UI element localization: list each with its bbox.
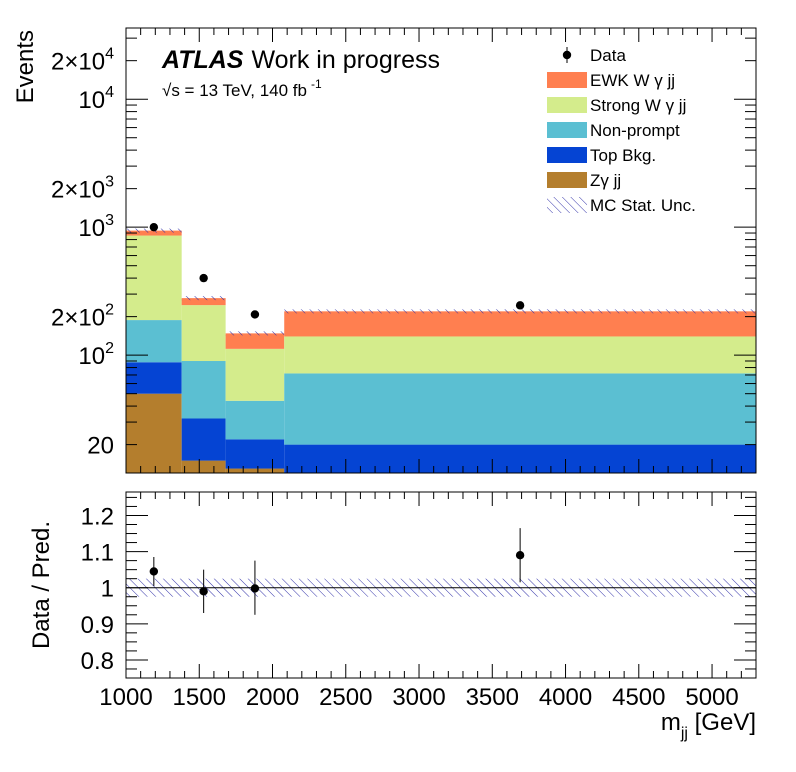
legend-entry-0: Data <box>562 46 626 65</box>
bar-ewk-bin-3 <box>284 311 756 337</box>
ratio-y-tick-labels: 0.8 0.9 1 1.1 1.2 <box>81 503 114 674</box>
x-tick-labels: 1000 1500 2000 2500 3000 3500 4000 4500 5000 <box>99 684 738 711</box>
ratio-points <box>149 528 525 615</box>
main-y-tick-label: 103 <box>78 212 114 242</box>
ratio-axis-ticks <box>125 492 757 679</box>
ratio-plot-frame <box>125 491 757 679</box>
legend-label: MC Stat. Unc. <box>590 196 696 215</box>
bar-strong-bin-2 <box>225 348 285 401</box>
bar-strong-bin-3 <box>284 336 756 374</box>
ratio-y-tick-label: 1.2 <box>81 503 114 530</box>
legend-label: EWK W γ jj <box>590 71 675 90</box>
x-tick-label: 4000 <box>539 684 592 711</box>
bar-top-bin-3 <box>284 444 756 473</box>
main-y-tick-label: 104 <box>78 84 114 114</box>
legend-swatch <box>547 172 587 188</box>
legend-swatch <box>547 147 587 163</box>
data-point-0 <box>149 222 159 232</box>
data-points <box>149 222 525 319</box>
legend-entry-6: MC Stat. Unc. <box>547 196 696 215</box>
stacked-histogram <box>126 228 756 473</box>
main-y-tick-labels: 20 102 2×102 103 2×103 104 2×104 <box>51 46 114 460</box>
legend-label: Zγ jj <box>590 171 621 190</box>
legend-label: Top Bkg. <box>590 146 656 165</box>
x-tick-label: 3500 <box>466 684 519 711</box>
legend-swatch <box>547 97 587 113</box>
legend-entry-1: EWK W γ jj <box>547 71 675 90</box>
ratio-y-tick-label: 0.8 <box>81 648 114 675</box>
bar-nonprompt-bin-2 <box>225 400 285 440</box>
x-axis-label-subscript: jj <box>680 725 688 742</box>
y-axis-label: Events <box>12 30 39 103</box>
x-axis-label-unit: [GeV] <box>688 709 756 736</box>
ratio-point-2 <box>250 584 260 593</box>
ratio-point-0 <box>149 567 159 576</box>
main-y-tick-label: 2×104 <box>51 46 114 76</box>
main-y-tick-label: 2×102 <box>51 302 114 332</box>
main-plot: 20 102 2×102 103 2×103 104 2×104 Events ATLAS W… <box>12 27 757 474</box>
legend: Data EWK W γ jj Strong W γ jj Non-prompt Top… <box>547 46 696 215</box>
mc-unc-bin-1 <box>181 296 226 301</box>
bar-top-bin-1 <box>181 418 226 461</box>
legend-entry-3: Non-prompt <box>547 121 680 140</box>
x-tick-label: 2500 <box>319 684 372 711</box>
ratio-y-axis-label: Data / Pred. <box>28 521 55 649</box>
experiment-label: ATLAS <box>161 46 244 74</box>
legend-label: Data <box>590 46 626 65</box>
legend-label: Non-prompt <box>590 121 680 140</box>
bar-nonprompt-bin-1 <box>181 361 226 419</box>
x-tick-label: 5000 <box>685 684 738 711</box>
mc-unc-bin-2 <box>225 331 285 336</box>
bar-top-bin-2 <box>225 439 285 469</box>
ratio-point-1 <box>199 587 208 596</box>
ratio-y-tick-label: 1 <box>101 576 114 603</box>
data-point-1 <box>199 273 208 283</box>
data-point-3 <box>515 301 525 310</box>
bar-nonprompt-bin-0 <box>126 320 182 363</box>
bar-zgamma-bin-1 <box>181 460 226 473</box>
main-plot-frame <box>125 27 757 474</box>
main-axis-ticks <box>125 28 757 473</box>
energy-label: √s = 13 TeV, 140 fb <box>162 81 307 100</box>
bar-ewk-bin-1 <box>181 298 226 306</box>
bar-zgamma-bin-0 <box>126 393 182 473</box>
x-axis-label-symbol: m <box>661 709 681 736</box>
ratio-y-tick-label: 1.1 <box>81 540 114 567</box>
legend-entry-4: Top Bkg. <box>547 146 656 165</box>
x-tick-label: 2000 <box>246 684 299 711</box>
lumi-exponent: -1 <box>311 77 322 91</box>
bar-zgamma-bin-2 <box>225 468 285 473</box>
bar-ewk-bin-0 <box>126 230 182 236</box>
ratio-point-3 <box>515 551 525 560</box>
bar-top-bin-0 <box>126 362 182 394</box>
legend-entry-5: Zγ jj <box>547 171 621 190</box>
legend-swatch <box>547 122 587 138</box>
mc-unc-bin-3 <box>284 309 756 314</box>
status-label: Work in progress <box>251 46 440 74</box>
x-tick-label: 1500 <box>173 684 226 711</box>
legend-swatch <box>547 72 587 88</box>
x-tick-label: 4500 <box>612 684 665 711</box>
bar-nonprompt-bin-3 <box>284 373 756 445</box>
energy-lumi-label: √s = 13 TeV, 140 fb -1 <box>162 77 322 100</box>
x-tick-label: 3000 <box>392 684 445 711</box>
main-y-tick-label: 102 <box>78 340 114 370</box>
x-tick-label: 1000 <box>99 684 152 711</box>
ratio-plot: 0.8 0.9 1 1.1 1.2 1000 1500 2000 2500 3000 3500 40… <box>28 491 757 742</box>
x-axis-label: mjj [GeV] <box>661 709 756 742</box>
main-y-tick-label: 2×103 <box>51 174 114 204</box>
data-point-2 <box>250 310 260 319</box>
atlas-label: ATLAS Work in progress <box>161 46 440 74</box>
main-y-tick-label: 20 <box>87 433 114 460</box>
legend-swatch <box>547 197 587 213</box>
ratio-y-tick-label: 0.9 <box>81 612 114 639</box>
bar-strong-bin-1 <box>181 305 226 362</box>
bar-ewk-bin-2 <box>225 333 285 349</box>
legend-label: Strong W γ jj <box>590 96 686 115</box>
legend-entry-2: Strong W γ jj <box>547 96 686 115</box>
